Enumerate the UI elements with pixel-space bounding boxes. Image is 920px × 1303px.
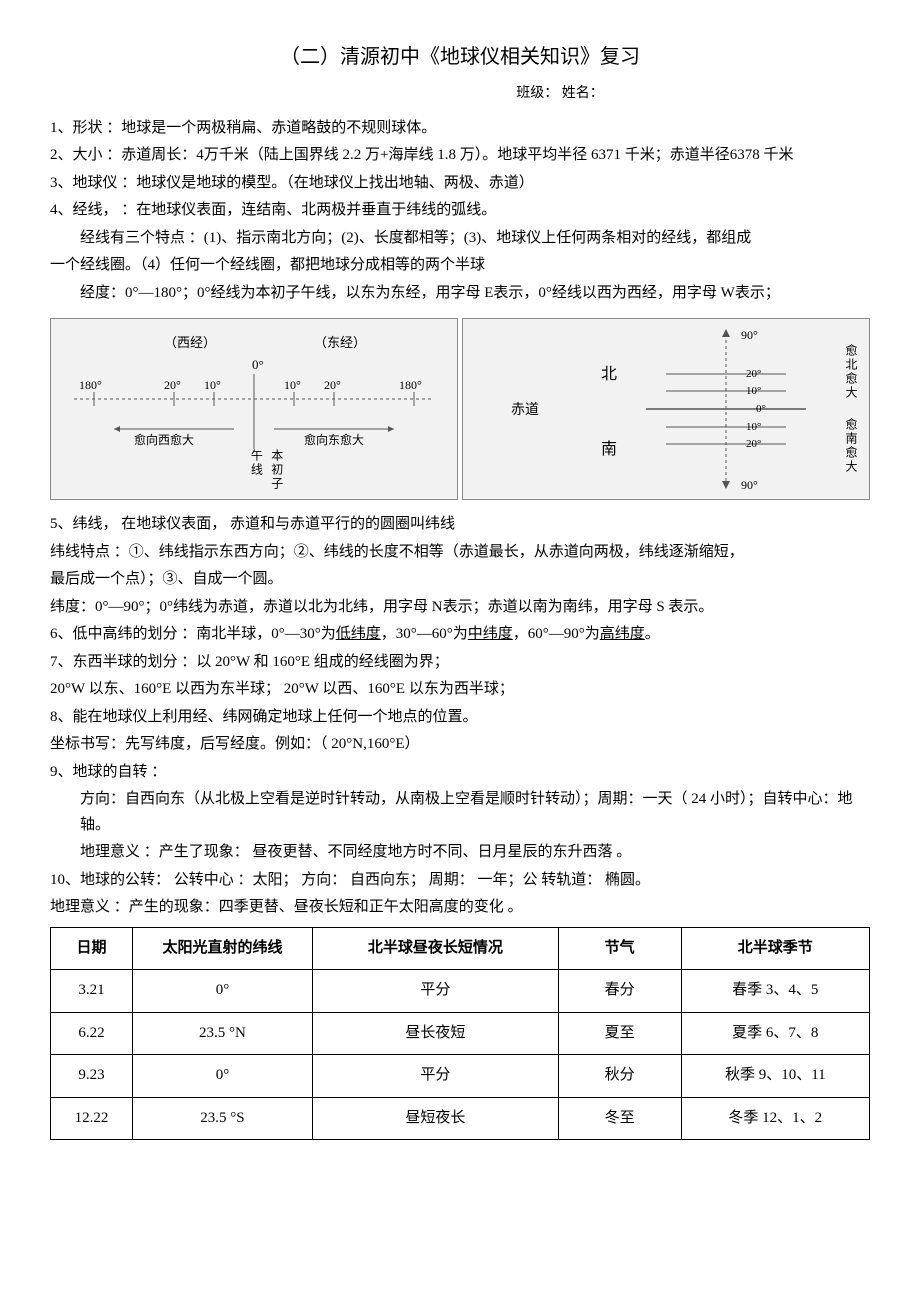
table-cell: 秋季 9、10、11 (681, 1055, 869, 1098)
para-8: 8、能在地球仪上利用经、纬网确定地球上任何一个地点的位置。 (50, 705, 870, 731)
north-grow-label: 愈北愈大 (841, 344, 861, 400)
arrow-right-label: 愈向东愈大 (304, 432, 364, 447)
longitude-diagram: （西经） （东经） 0° 180° 20° 10° 10° 20° 180° 愈… (50, 318, 458, 500)
table-row: 3.210°平分春分春季 3、4、5 (51, 970, 870, 1013)
table-cell: 夏季 6、7、8 (681, 1012, 869, 1055)
tick: 20° (324, 378, 341, 392)
tick: 0° (756, 403, 766, 415)
prime-meridian-label: 本初子午线 (246, 449, 287, 499)
table-cell: 昼长夜短 (313, 1012, 559, 1055)
zero-label: 0° (252, 357, 264, 372)
subtitle: 班级： 姓名： (50, 82, 870, 106)
p6-c: ，30°—60°为 (381, 626, 468, 642)
equator-label: 赤道 (511, 402, 539, 418)
para-9: 9、地球的自转 ： (50, 760, 870, 786)
seasons-table: 日期 太阳光直射的纬线 北半球昼夜长短情况 节气 北半球季节 3.210°平分春… (50, 927, 870, 1141)
p6-mid: 中纬度 (468, 626, 513, 642)
table-cell: 春分 (558, 970, 681, 1013)
table-cell: 9.23 (51, 1055, 133, 1098)
para-10a: 地理意义 ：产生的现象：四季更替、昼夜长短和正午太阳高度的变化 。 (50, 895, 870, 921)
table-row: 6.2223.5 °N昼长夜短夏至夏季 6、7、8 (51, 1012, 870, 1055)
para-2: 2、大小 ：赤道周长：4万千米（陆上国界线 2.2 万+海岸线 1.8 万）。地… (50, 143, 870, 169)
para-6: 6、低中高纬的划分 ：南北半球，0°—30°为低纬度，30°—60°为中纬度，6… (50, 622, 870, 648)
para-5b: 最后成一个点）；③、自成一个圆。 (50, 567, 870, 593)
tick: 10° (284, 378, 301, 392)
para-10: 10、地球的公转： 公转中心 ：太阳； 方向： 自西向东； 周期： 一年；公 转… (50, 868, 870, 894)
th-daynight: 北半球昼夜长短情况 (313, 927, 559, 970)
top-90: 90° (741, 328, 758, 342)
para-1: 1、形状 ：地球是一个两极稍扁、赤道略鼓的不规则球体。 (50, 116, 870, 142)
th-term: 节气 (558, 927, 681, 970)
table-cell: 秋分 (558, 1055, 681, 1098)
table-cell: 12.22 (51, 1097, 133, 1140)
para-9b: 地理意义 ：产生了现象： 昼夜更替、不同经度地方时不同、日月星辰的东升西落 。 (50, 840, 870, 866)
table-row: 9.230°平分秋分秋季 9、10、11 (51, 1055, 870, 1098)
table-cell: 3.21 (51, 970, 133, 1013)
south-grow-label: 愈南愈大 (841, 418, 861, 474)
para-4b: 一个经线圈。（4）任何一个经线圈，都把地球分成相等的两个半球 (50, 253, 870, 279)
tick: 20° (164, 378, 181, 392)
east-label: （东经） (314, 335, 366, 350)
table-row: 12.2223.5 °S昼短夜长冬至冬季 12、1、2 (51, 1097, 870, 1140)
table-cell: 冬季 12、1、2 (681, 1097, 869, 1140)
para-5: 5、纬线， 在地球仪表面， 赤道和与赤道平行的的圆圈叫纬线 (50, 512, 870, 538)
bot-90: 90° (741, 478, 758, 492)
tick: 180° (79, 378, 102, 392)
tick: 10° (204, 378, 221, 392)
table-cell: 23.5 °N (132, 1012, 312, 1055)
p6-e: ，60°—90°为 (513, 626, 600, 642)
table-cell: 6.22 (51, 1012, 133, 1055)
tick: 20° (746, 438, 761, 450)
diagram-container: （西经） （东经） 0° 180° 20° 10° 10° 20° 180° 愈… (50, 318, 870, 500)
table-cell: 平分 (313, 1055, 559, 1098)
table-cell: 0° (132, 970, 312, 1013)
arrow-left-label: 愈向西愈大 (134, 432, 194, 447)
para-9a: 方向：自西向东（从北极上空看是逆时针转动，从南极上空看是顺时针转动）；周期：一天… (50, 787, 870, 838)
p6-high: 高纬度 (600, 626, 645, 642)
south-label: 南 (601, 440, 617, 458)
p6-g: 。 (645, 626, 660, 642)
para-4: 4、经线， ：在地球仪表面，连结南、北两极并垂直于纬线的弧线。 (50, 198, 870, 224)
north-label: 北 (601, 365, 617, 383)
p6-a: 6、低中高纬的划分 ：南北半球，0°—30°为 (50, 626, 336, 642)
table-cell: 夏至 (558, 1012, 681, 1055)
table-cell: 冬至 (558, 1097, 681, 1140)
para-4c: 经度：0°—180°；0°经线为本初子午线，以东为东经，用字母 E表示，0°经线… (50, 281, 870, 307)
table-cell: 平分 (313, 970, 559, 1013)
th-season: 北半球季节 (681, 927, 869, 970)
page-title: （二）清源初中《地球仪相关知识》复习 (50, 40, 870, 74)
para-7: 7、东西半球的划分 ：以 20°W 和 160°E 组成的经线圈为界； (50, 650, 870, 676)
th-date: 日期 (51, 927, 133, 970)
tick: 20° (746, 368, 761, 380)
table-header-row: 日期 太阳光直射的纬线 北半球昼夜长短情况 节气 北半球季节 (51, 927, 870, 970)
tick: 180° (399, 378, 422, 392)
para-5a: 纬线特点 ：①、纬线指示东西方向；②、纬线的长度不相等（赤道最长，从赤道向两极，… (50, 540, 870, 566)
para-7a: 20°W 以东、160°E 以西为东半球； 20°W 以西、160°E 以东为西… (50, 677, 870, 703)
para-5c: 纬度：0°—90°；0°纬线为赤道，赤道以北为北纬，用字母 N表示；赤道以南为南… (50, 595, 870, 621)
table-cell: 春季 3、4、5 (681, 970, 869, 1013)
table-cell: 昼短夜长 (313, 1097, 559, 1140)
west-label: （西经） (164, 335, 216, 350)
para-3: 3、地球仪 ：地球仪是地球的模型。（在地球仪上找出地轴、两极、赤道） (50, 171, 870, 197)
para-8a: 坐标书写：先写纬度，后写经度。例如：（ 20°N,160°E） (50, 732, 870, 758)
latitude-diagram: 90° 90° 20° 10° 0° 10° 20° 赤道 北 南 愈北愈大 愈… (462, 318, 870, 500)
th-lat: 太阳光直射的纬线 (132, 927, 312, 970)
table-cell: 0° (132, 1055, 312, 1098)
tick: 10° (746, 385, 761, 397)
para-4a: 经线有三个特点 ：(1)、指示南北方向；(2)、长度都相等；(3)、地球仪上任何… (50, 226, 870, 252)
table-cell: 23.5 °S (132, 1097, 312, 1140)
tick: 10° (746, 421, 761, 433)
p6-low: 低纬度 (336, 626, 381, 642)
